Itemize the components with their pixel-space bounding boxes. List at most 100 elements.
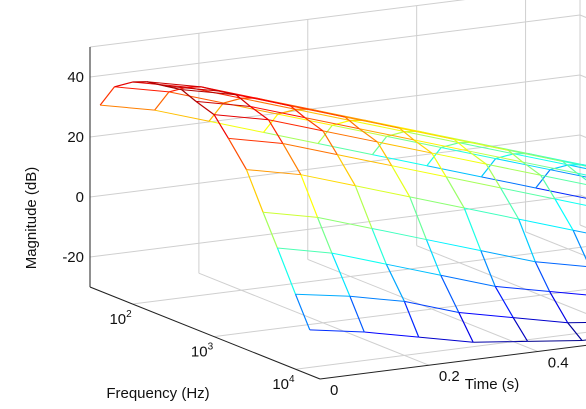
mesh-line xyxy=(146,81,166,87)
mesh-line xyxy=(337,154,392,167)
mesh-line xyxy=(245,169,264,213)
mesh-line xyxy=(372,154,427,167)
mesh-line xyxy=(385,263,405,302)
x-axis-label: Frequency (Hz) xyxy=(106,385,209,402)
mesh-line xyxy=(332,119,351,126)
y-gridline xyxy=(198,272,430,366)
mesh-line xyxy=(403,301,420,338)
mesh-line xyxy=(290,105,346,118)
x-tick-label: 104 xyxy=(272,374,295,393)
wall-edge xyxy=(579,224,586,228)
mesh-line xyxy=(463,207,482,251)
mesh-line xyxy=(371,228,387,265)
mesh-line xyxy=(481,176,536,189)
axes-grid xyxy=(89,0,586,380)
z-gridline xyxy=(579,134,586,138)
z-tick-label: 40 xyxy=(67,69,84,86)
mesh-line xyxy=(164,85,220,92)
mesh-line xyxy=(295,293,350,297)
y-gridline xyxy=(416,245,586,314)
mesh-line xyxy=(154,91,170,111)
mesh-line xyxy=(331,252,351,297)
mesh-line xyxy=(453,138,509,151)
z-gridline xyxy=(579,74,586,78)
mesh-line xyxy=(404,300,459,314)
mesh-line xyxy=(512,317,529,342)
mesh-line xyxy=(495,153,514,160)
mesh-line xyxy=(295,108,351,121)
mesh-line xyxy=(268,119,324,132)
mesh-line xyxy=(535,261,586,268)
mesh-line xyxy=(426,165,482,178)
mesh-line xyxy=(391,165,411,198)
mesh-line xyxy=(518,218,536,263)
x-gridline xyxy=(295,331,586,370)
mesh-line xyxy=(354,185,373,229)
mesh-line xyxy=(507,149,524,163)
y-axis-label: Time (s) xyxy=(465,376,519,393)
z-gridline xyxy=(579,194,586,198)
mesh-line xyxy=(549,291,586,296)
mesh-line xyxy=(513,317,568,324)
mesh-line xyxy=(262,212,278,249)
mesh-line xyxy=(300,174,356,187)
mesh-line xyxy=(581,339,586,341)
mesh-line xyxy=(567,322,583,341)
mesh-line xyxy=(418,336,474,343)
mesh-line xyxy=(486,163,541,176)
mesh-line xyxy=(344,116,400,129)
mesh-line xyxy=(332,124,387,137)
mesh-line xyxy=(277,113,333,126)
mesh-line xyxy=(235,94,291,107)
mesh-line xyxy=(399,127,454,140)
mesh-line xyxy=(154,109,210,122)
mesh-line xyxy=(554,198,586,206)
mesh-line xyxy=(277,108,297,115)
mesh-line xyxy=(458,312,474,343)
mesh-line xyxy=(473,340,528,343)
mesh-line xyxy=(386,135,442,148)
mesh-line xyxy=(464,207,519,220)
mesh-line xyxy=(349,296,365,333)
mesh-line xyxy=(276,247,297,295)
mesh-line xyxy=(267,119,284,144)
mesh-line xyxy=(181,89,237,96)
x-tick-label: 103 xyxy=(191,342,214,361)
y-tick-label: 0.2 xyxy=(439,368,460,385)
mesh-line xyxy=(562,160,578,174)
mesh-line xyxy=(349,295,405,302)
mesh-line xyxy=(549,164,569,171)
mesh-line xyxy=(495,158,551,171)
mesh-line xyxy=(485,163,502,189)
mesh-line xyxy=(300,174,319,218)
z-gridline xyxy=(579,14,586,18)
z-axis-label: Magnitude (dB) xyxy=(23,167,40,270)
mesh-line xyxy=(431,152,447,178)
mesh-line xyxy=(263,131,319,145)
mesh-line xyxy=(431,152,487,165)
mesh-line xyxy=(309,329,365,333)
mesh-line xyxy=(316,217,333,254)
z-gridline xyxy=(89,194,581,258)
mesh-line xyxy=(386,263,441,276)
mesh-line xyxy=(213,114,229,139)
mesh-line xyxy=(522,161,578,174)
z-gridline xyxy=(89,74,581,138)
x-gridline xyxy=(213,289,586,338)
mesh-line xyxy=(513,153,569,166)
mesh-line xyxy=(208,102,224,122)
mesh-line xyxy=(317,143,373,156)
mesh-line xyxy=(250,106,269,121)
mesh-line xyxy=(562,160,586,167)
mesh-line xyxy=(494,286,514,318)
mesh-surface xyxy=(99,81,586,343)
mesh-line xyxy=(358,128,378,143)
mesh-line xyxy=(331,252,387,265)
wall-edge xyxy=(580,0,586,77)
mesh-line xyxy=(467,150,487,165)
mesh-line xyxy=(208,120,264,133)
z-tick-label: 20 xyxy=(67,129,84,146)
y-gridline xyxy=(525,231,586,257)
mesh-line xyxy=(290,105,306,119)
